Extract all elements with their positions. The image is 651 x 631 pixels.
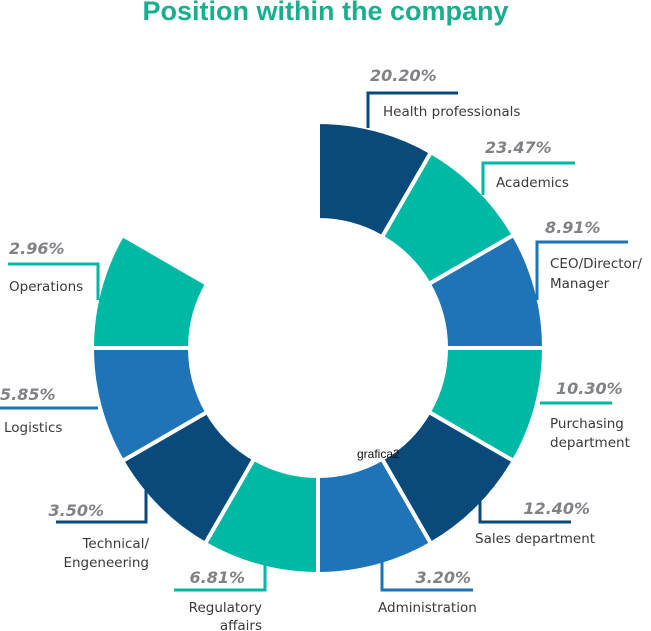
chart-title: Position within the company <box>142 0 509 26</box>
category-label-3: Purchasing <box>550 416 624 432</box>
percent-label-7: 3.50% <box>48 501 104 520</box>
leader-line-5 <box>380 560 473 592</box>
leader-line-9 <box>8 262 100 300</box>
leader-line-1 <box>481 161 575 195</box>
percent-label-4: 12.40% <box>523 499 590 518</box>
percent-label-3: 10.30% <box>556 379 623 398</box>
category-label-7: Engeneering <box>63 555 149 571</box>
category-label-2: CEO/Director/ <box>550 256 642 272</box>
category-label-5: Administration <box>378 600 477 616</box>
leader-line-4 <box>478 500 571 524</box>
category-label-1: Academics <box>496 175 569 191</box>
percent-label-9: 2.96% <box>9 239 65 258</box>
leader-line-2 <box>535 240 628 300</box>
leader-line-6 <box>174 562 267 592</box>
category-label-4: Sales department <box>475 531 595 547</box>
percent-label-0: 20.20% <box>370 66 437 85</box>
center-text: grafica2 <box>357 447 400 461</box>
category-label-9: Operations <box>9 279 83 295</box>
category-label-2: Manager <box>550 276 610 292</box>
category-label-8: Logistics <box>4 420 62 436</box>
category-label-3: department <box>550 435 630 451</box>
category-label-6: affairs <box>220 618 262 631</box>
percent-label-1: 23.47% <box>485 138 552 157</box>
percent-label-5: 3.20% <box>415 568 471 587</box>
percent-label-6: 6.81% <box>189 568 245 587</box>
category-label-0: Health professionals <box>383 104 520 120</box>
leader-line-7 <box>56 490 148 524</box>
percent-label-8: 5.85% <box>0 385 56 404</box>
category-label-6: Regulatory <box>189 600 262 616</box>
segment-9 <box>89 232 210 350</box>
category-label-7: Technical/ <box>81 536 149 552</box>
leader-line-0 <box>366 91 458 128</box>
percent-label-2: 8.91% <box>545 218 601 237</box>
